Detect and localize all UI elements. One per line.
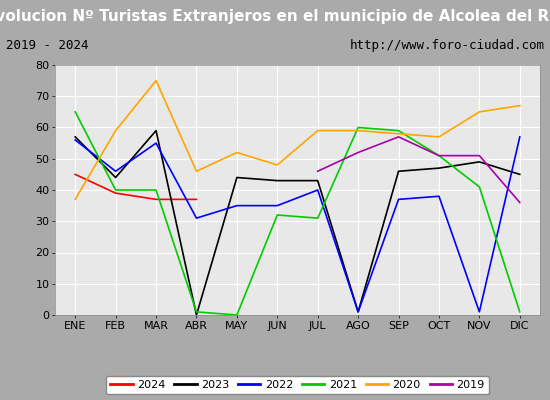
Text: 2019 - 2024: 2019 - 2024 xyxy=(6,40,88,52)
Text: http://www.foro-ciudad.com: http://www.foro-ciudad.com xyxy=(349,40,544,52)
Legend: 2024, 2023, 2022, 2021, 2020, 2019: 2024, 2023, 2022, 2021, 2020, 2019 xyxy=(106,376,489,394)
Text: Evolucion Nº Turistas Extranjeros en el municipio de Alcolea del Río: Evolucion Nº Turistas Extranjeros en el … xyxy=(0,8,550,24)
